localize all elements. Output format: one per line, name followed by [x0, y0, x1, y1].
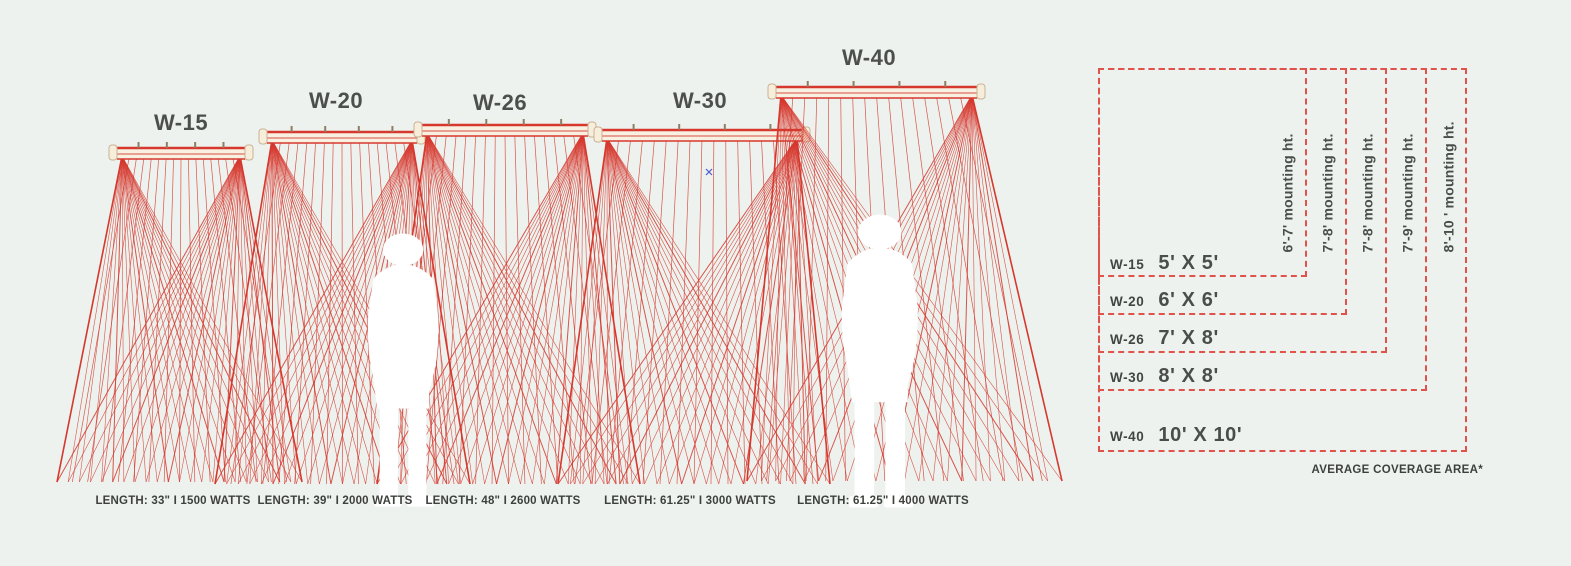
fan-model-label-w26: W-26 — [472, 90, 528, 115]
coverage-frame-w15 — [1098, 68, 1307, 277]
spec-label-w30: LENGTH: 61.25" I 3000 WATTS — [604, 495, 776, 507]
coverage-row-w15: W-15 5' X 5' — [1110, 252, 1219, 275]
coverage-row-w30: W-30 8' X 8' — [1110, 365, 1219, 388]
coverage-row-w20: W-20 6' X 6' — [1110, 289, 1219, 312]
mounting-height-w15: 6'-7' mounting ht. — [1279, 133, 1296, 253]
spec-label-w40: LENGTH: 61.25" I 4000 WATTS — [797, 495, 969, 507]
fan-model-label-w30: W-30 — [672, 88, 728, 113]
row-coverage-w26: 7' X 8' — [1158, 327, 1219, 349]
coverage-fan-w40 — [746, 81, 1063, 482]
spec-label-w20: LENGTH: 39" I 2000 WATTS — [257, 495, 413, 507]
row-coverage-w40: 10' X 10' — [1158, 424, 1243, 446]
row-model-w30: W-30 — [1110, 370, 1145, 385]
row-coverage-w30: 8' X 8' — [1158, 365, 1219, 387]
fan-model-label-w40: W-40 — [841, 45, 897, 70]
coverage-fan-w26 — [376, 119, 641, 485]
row-model-w15: W-15 — [1110, 257, 1145, 272]
mounting-height-w26: 7'-8' mounting ht. — [1359, 133, 1376, 253]
spec-label-w15: LENGTH: 33" I 1500 WATTS — [95, 495, 251, 507]
spec-label-w26: LENGTH: 48" I 2600 WATTS — [425, 495, 581, 507]
fan-model-label-w20: W-20 — [308, 88, 364, 113]
mounting-height-w40: 8'-10 ' mounting ht. — [1440, 121, 1457, 253]
coverage-fan-w30 — [557, 124, 831, 485]
fan-model-label-w15: W-15 — [153, 110, 209, 135]
row-coverage-w15: 5' X 5' — [1158, 252, 1219, 274]
coverage-row-w40: W-40 10' X 10' — [1110, 424, 1242, 447]
row-model-w20: W-20 — [1110, 294, 1145, 309]
coverage-fan-w15 — [56, 142, 303, 483]
person-silhouette-right — [841, 214, 918, 508]
person-silhouette-left — [367, 233, 439, 507]
row-model-w40: W-40 — [1110, 429, 1145, 444]
blue-x-marker — [705, 168, 713, 176]
row-coverage-w20: 6' X 6' — [1158, 289, 1219, 311]
coverage-row-w26: W-26 7' X 8' — [1110, 327, 1219, 350]
coverage-footnote: AVERAGE COVERAGE AREA* — [1311, 464, 1483, 476]
row-model-w26: W-26 — [1110, 332, 1145, 347]
mounting-height-w20: 7'-8' mounting ht. — [1319, 133, 1336, 253]
mounting-height-w30: 7'-9' mounting ht. — [1399, 133, 1416, 253]
